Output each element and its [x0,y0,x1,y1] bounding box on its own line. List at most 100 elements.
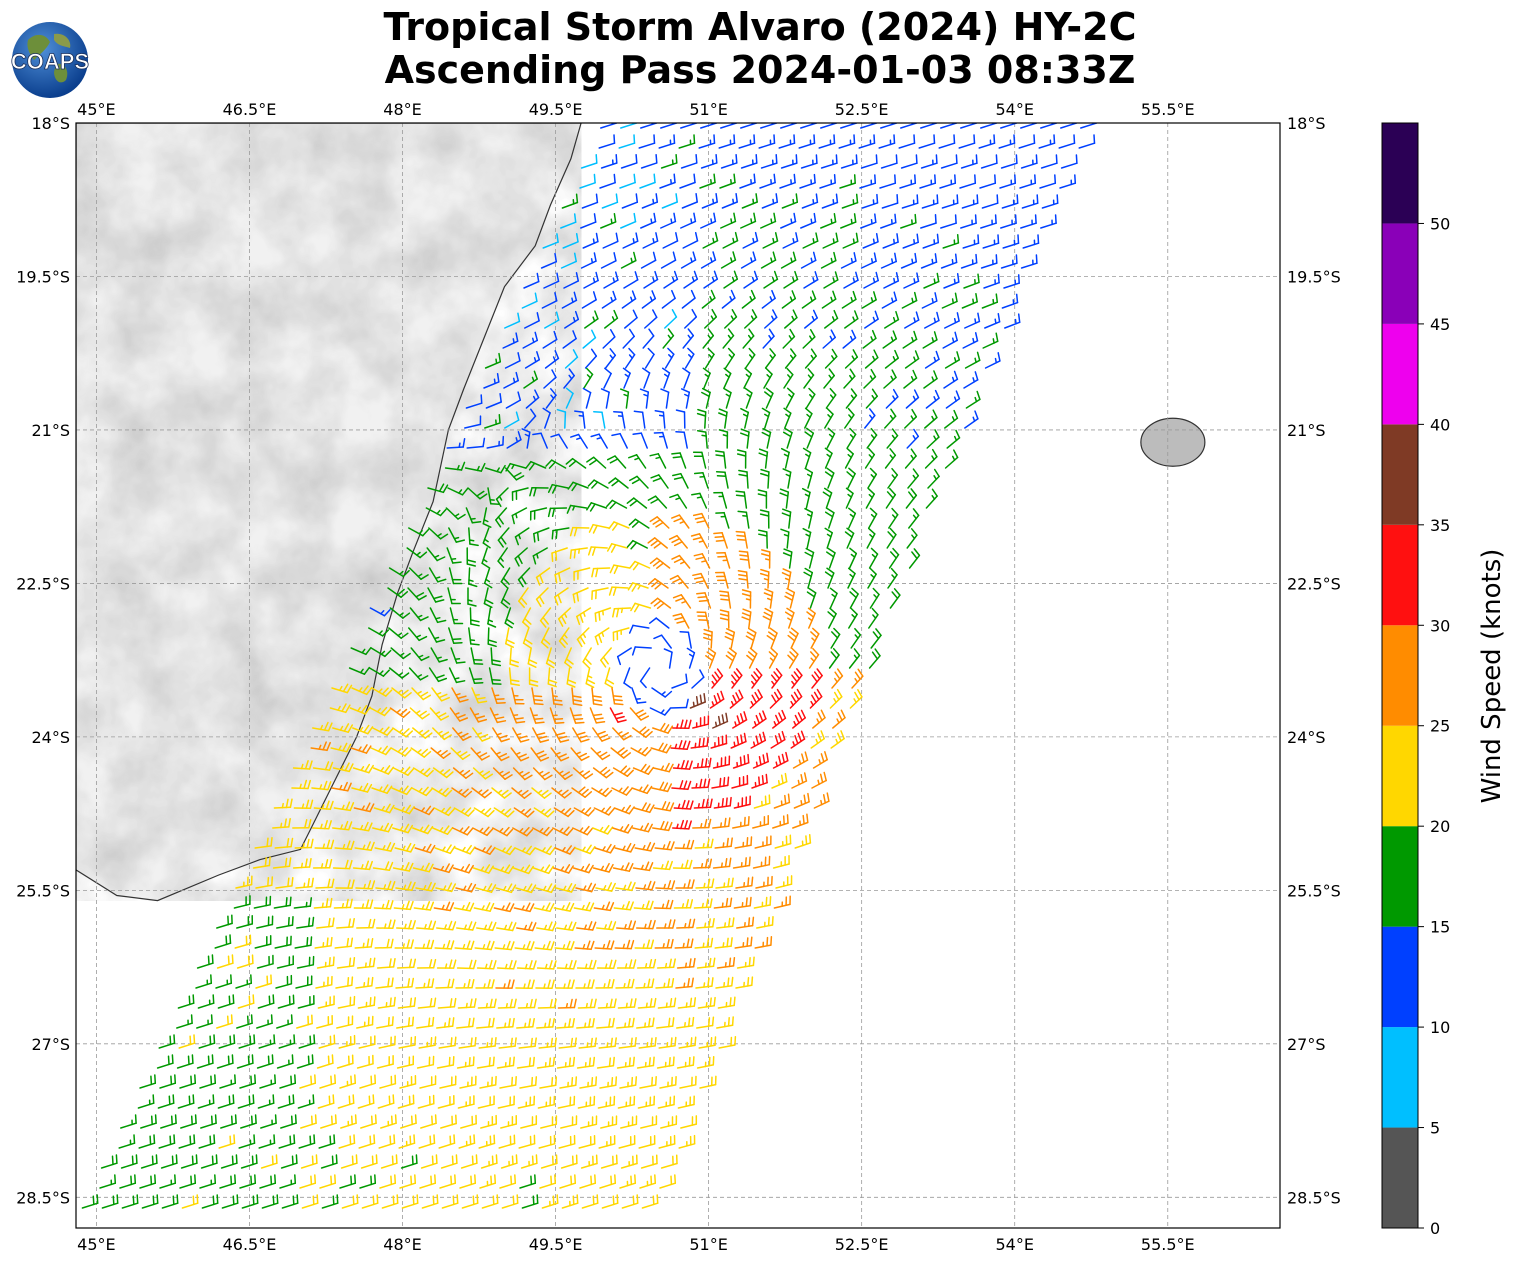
wind-barb [649,516,670,529]
wind-barb [744,387,753,409]
wind-barb [256,1014,273,1029]
wind-barb [336,1054,354,1069]
wind-barb [761,193,779,209]
wind-barb [924,409,938,429]
wind-barb [737,570,749,589]
wind-barb [467,587,477,607]
wind-barb [350,646,372,656]
wind-barb [624,347,636,369]
wind-barb [618,1037,637,1049]
wind-barb [790,730,806,749]
wind-barb [675,431,688,449]
wind-barb [678,134,696,149]
wind-barb [178,1134,196,1149]
wind-barb [634,939,655,949]
wind-barb [374,842,396,852]
wind-barb [612,627,630,642]
wind-barb [472,727,491,742]
wind-barb [626,497,648,509]
wind-barb [583,271,599,289]
wind-barb [412,727,433,739]
wind-barb [551,687,563,706]
wind-barb [640,251,657,269]
wind-barb [704,308,718,329]
wind-barb [552,864,574,874]
wind-barb [1000,154,1018,169]
wind-barb [311,780,332,791]
wind-barb [904,350,920,369]
wind-barb [396,1055,415,1069]
wind-barb [692,715,710,729]
wind-barb [292,819,312,829]
wind-barb [396,958,417,969]
wind-barb [620,212,637,229]
wind-barb [592,766,614,779]
wind-barb [742,328,755,349]
wind-barb [943,273,960,289]
wind-barb [586,456,607,469]
wind-barb [523,370,538,389]
wind-barb [845,388,858,409]
wind-barb [719,590,732,609]
wind-barb [782,427,793,449]
wind-barb [804,507,814,529]
wind-barb [532,767,553,781]
wind-barb [904,311,920,329]
wind-barb [538,1037,557,1049]
wind-barb [360,1114,377,1129]
wind-barb [340,1154,358,1169]
wind-barb [613,804,635,815]
wind-barb [376,1055,394,1069]
wind-barb [464,462,486,472]
wind-barb [279,1174,297,1189]
wind-barb [237,994,255,1009]
wind-barb [763,367,773,389]
wind-barb [848,648,861,669]
wind-barb [731,774,749,789]
wind-barb [219,1074,237,1089]
wind-barb [735,876,754,889]
wind-barb [860,252,877,269]
wind-barb [612,765,634,777]
wind-barb [718,134,736,149]
wind-barb [388,667,410,679]
wind-barb [584,310,599,329]
colorbar-segment [1382,1027,1418,1128]
wind-barb [691,492,708,509]
wind-barb [742,231,759,249]
wind-barb [337,995,356,1009]
wind-barb [644,309,658,329]
wind-barb [460,1114,477,1129]
wind-barb [101,1194,119,1209]
wind-barb [980,123,997,129]
wind-barb [464,415,482,429]
wind-barb [524,312,540,329]
wind-barb [868,507,878,529]
title-line-2: Ascending Pass 2024-01-03 08:33Z [384,48,1136,92]
wind-barb [696,957,716,969]
wind-barb [493,807,515,818]
wind-barb [562,330,577,349]
wind-barb [572,863,594,874]
wind-barb [660,251,677,269]
wind-barb [760,251,777,269]
wind-barb [724,347,736,369]
wind-barb [845,487,854,509]
wind-barb [600,1115,618,1129]
wind-barb [475,883,497,893]
wind-barb [598,1037,617,1049]
wind-barb [718,429,729,449]
wind-barb [691,778,711,789]
wind-barb [770,668,783,689]
wind-barb [906,528,918,549]
wind-barb [723,270,739,289]
wind-barb [632,763,655,775]
wind-barb [510,747,530,762]
wind-barb [846,427,857,449]
wind-barb [319,1074,337,1089]
lat-tick-right: 19.5°S [1287,267,1341,286]
wind-barb [735,976,754,989]
wind-barb [906,428,920,449]
wind-barb [503,371,519,389]
wind-barb [118,1134,136,1149]
